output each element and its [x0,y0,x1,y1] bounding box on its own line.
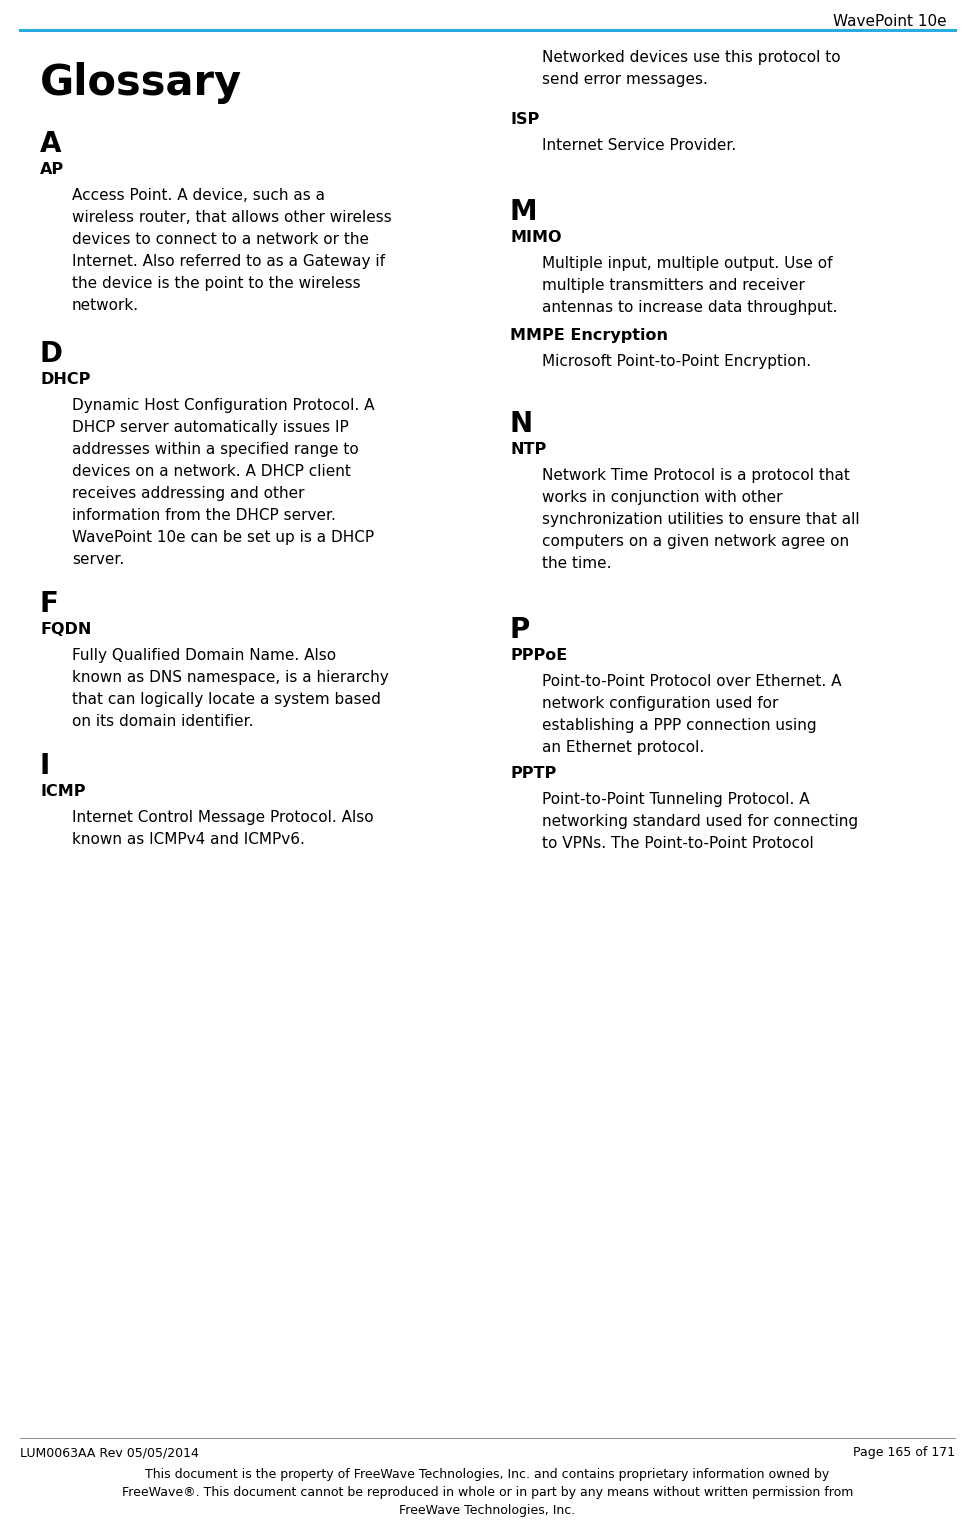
Text: N: N [510,411,533,438]
Text: network.: network. [72,298,139,314]
Text: computers on a given network agree on: computers on a given network agree on [542,534,849,549]
Text: DHCP: DHCP [40,372,91,388]
Text: A: A [40,131,61,158]
Text: antennas to increase data throughput.: antennas to increase data throughput. [542,300,838,315]
Text: Page 165 of 171: Page 165 of 171 [853,1446,955,1460]
Text: NTP: NTP [510,441,546,457]
Text: Dynamic Host Configuration Protocol. A: Dynamic Host Configuration Protocol. A [72,398,374,414]
Text: DHCP server automatically issues IP: DHCP server automatically issues IP [72,420,349,435]
Text: LUM0063AA Rev 05/05/2014: LUM0063AA Rev 05/05/2014 [20,1446,199,1460]
Text: wireless router, that allows other wireless: wireless router, that allows other wirel… [72,211,392,225]
Text: on its domain identifier.: on its domain identifier. [72,714,254,729]
Text: Microsoft Point-to-Point Encryption.: Microsoft Point-to-Point Encryption. [542,354,811,369]
Text: information from the DHCP server.: information from the DHCP server. [72,508,335,523]
Text: works in conjunction with other: works in conjunction with other [542,491,783,504]
Text: WavePoint 10e: WavePoint 10e [834,14,947,29]
Text: Fully Qualified Domain Name. Also: Fully Qualified Domain Name. Also [72,647,336,663]
Text: ISP: ISP [510,112,539,128]
Text: the device is the point to the wireless: the device is the point to the wireless [72,275,361,291]
Text: D: D [40,340,63,368]
Text: send error messages.: send error messages. [542,72,708,88]
Text: synchronization utilities to ensure that all: synchronization utilities to ensure that… [542,512,860,528]
Text: FQDN: FQDN [40,621,92,637]
Text: Internet Control Message Protocol. Also: Internet Control Message Protocol. Also [72,811,373,824]
Text: ICMP: ICMP [40,784,86,800]
Text: Network Time Protocol is a protocol that: Network Time Protocol is a protocol that [542,468,850,483]
Text: the time.: the time. [542,557,611,571]
Text: an Ethernet protocol.: an Ethernet protocol. [542,740,704,755]
Text: Point-to-Point Tunneling Protocol. A: Point-to-Point Tunneling Protocol. A [542,792,809,807]
Text: AP: AP [40,161,64,177]
Text: that can logically locate a system based: that can logically locate a system based [72,692,381,707]
Text: Networked devices use this protocol to: Networked devices use this protocol to [542,51,840,65]
Text: server.: server. [72,552,124,568]
Text: P: P [510,617,530,644]
Text: devices on a network. A DHCP client: devices on a network. A DHCP client [72,464,351,478]
Text: Internet. Also referred to as a Gateway if: Internet. Also referred to as a Gateway … [72,254,385,269]
Text: PPTP: PPTP [510,766,557,781]
Text: F: F [40,591,58,618]
Text: MMPE Encryption: MMPE Encryption [510,328,668,343]
Text: multiple transmitters and receiver: multiple transmitters and receiver [542,278,805,294]
Text: addresses within a specified range to: addresses within a specified range to [72,441,359,457]
Text: known as DNS namespace, is a hierarchy: known as DNS namespace, is a hierarchy [72,671,389,684]
Text: devices to connect to a network or the: devices to connect to a network or the [72,232,369,248]
Text: M: M [510,198,537,226]
Text: This document is the property of FreeWave Technologies, Inc. and contains propri: This document is the property of FreeWav… [122,1467,853,1516]
Text: MIMO: MIMO [510,231,562,245]
Text: to VPNs. The Point-to-Point Protocol: to VPNs. The Point-to-Point Protocol [542,837,814,851]
Text: WavePoint 10e can be set up is a DHCP: WavePoint 10e can be set up is a DHCP [72,531,374,544]
Text: Access Point. A device, such as a: Access Point. A device, such as a [72,188,325,203]
Text: networking standard used for connecting: networking standard used for connecting [542,814,858,829]
Text: Point-to-Point Protocol over Ethernet. A: Point-to-Point Protocol over Ethernet. A [542,674,841,689]
Text: receives addressing and other: receives addressing and other [72,486,304,501]
Text: Multiple input, multiple output. Use of: Multiple input, multiple output. Use of [542,255,833,271]
Text: establishing a PPP connection using: establishing a PPP connection using [542,718,817,734]
Text: Internet Service Provider.: Internet Service Provider. [542,138,736,152]
Text: PPPoE: PPPoE [510,647,567,663]
Text: I: I [40,752,51,780]
Text: network configuration used for: network configuration used for [542,697,778,711]
Text: known as ICMPv4 and ICMPv6.: known as ICMPv4 and ICMPv6. [72,832,305,847]
Text: Glossary: Glossary [40,62,242,105]
